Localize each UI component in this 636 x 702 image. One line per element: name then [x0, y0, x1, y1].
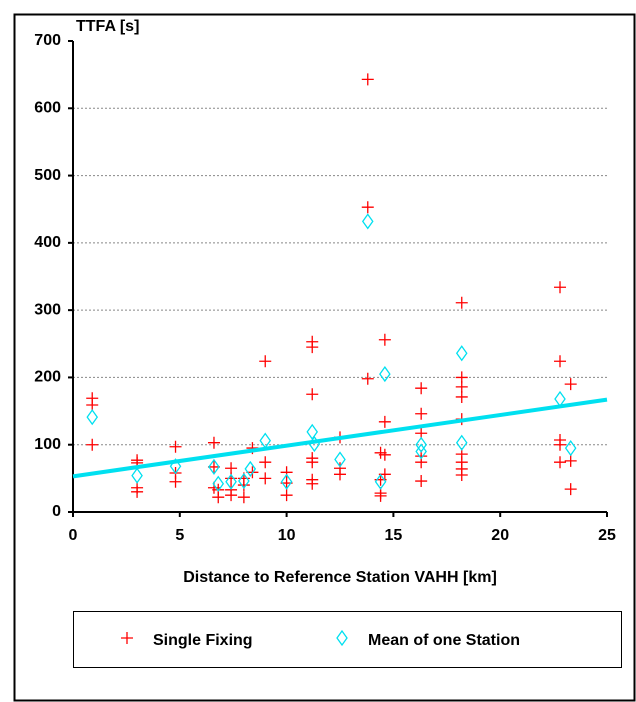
point: [564, 454, 577, 467]
point: [259, 456, 272, 469]
point: [564, 483, 577, 496]
point: [455, 296, 468, 309]
point: [379, 365, 391, 383]
point: [225, 462, 238, 475]
y-tick-label: 600: [34, 100, 61, 117]
x-tick-label: 10: [278, 527, 296, 544]
point: [208, 458, 220, 476]
point: [306, 477, 319, 490]
point: [306, 388, 319, 401]
point: [86, 409, 99, 426]
legend-marker: [336, 629, 348, 647]
point: [334, 451, 346, 468]
point: [564, 439, 577, 457]
point: [374, 489, 387, 502]
point: [378, 333, 391, 346]
y-tick-label: 0: [52, 503, 61, 520]
x-tick-label: 15: [385, 527, 403, 544]
y-tick-label: 300: [34, 301, 61, 318]
point: [306, 423, 319, 441]
y-tick-label: 100: [34, 436, 61, 453]
x-tick-label: 20: [491, 527, 509, 544]
point: [169, 440, 182, 453]
point: [259, 355, 272, 368]
legend-box: [73, 611, 622, 668]
x-axis-label: Distance to Reference Station VAHH [km]: [183, 569, 497, 586]
point: [244, 460, 257, 478]
point: [306, 456, 319, 469]
trend-line: [72, 397, 608, 479]
point: [455, 380, 468, 393]
point: [259, 472, 272, 485]
point: [564, 378, 577, 391]
y-tick-label: 400: [34, 234, 61, 251]
point: [280, 473, 293, 490]
point: [415, 475, 428, 488]
point: [238, 472, 250, 490]
point: [212, 475, 225, 492]
y-tick-label: 200: [34, 369, 61, 386]
x-tick-label: 25: [598, 527, 616, 544]
y-tick-label: 500: [34, 167, 61, 184]
point: [280, 489, 293, 502]
x-tick-label: 0: [69, 527, 78, 544]
point: [361, 73, 374, 86]
y-tick-label: 700: [34, 32, 61, 49]
point: [361, 372, 374, 385]
point: [86, 438, 99, 451]
point: [415, 443, 427, 460]
point: [131, 485, 144, 498]
point: [207, 460, 220, 473]
point: [131, 467, 143, 484]
frame: [13, 13, 636, 702]
point: [415, 436, 427, 453]
point: [415, 407, 428, 420]
point: [554, 438, 567, 451]
point: [306, 341, 319, 354]
point: [374, 473, 387, 490]
point: [259, 432, 272, 449]
point: [207, 436, 220, 449]
point: [455, 390, 468, 403]
point: [455, 468, 468, 481]
y-axis-label: TTFA [s]: [76, 18, 139, 35]
point: [225, 473, 237, 490]
point: [378, 415, 391, 428]
point: [212, 491, 225, 504]
legend-label: Mean of one Station: [368, 632, 520, 649]
point: [361, 213, 374, 230]
x-tick-label: 5: [175, 527, 184, 544]
point: [334, 468, 346, 481]
point: [455, 345, 468, 362]
point: [237, 491, 250, 504]
legend-label: Single Fixing: [153, 632, 253, 649]
point: [361, 201, 374, 214]
point: [378, 448, 391, 461]
point: [225, 489, 238, 502]
point: [415, 382, 428, 395]
point: [554, 355, 567, 368]
legend-marker: [121, 632, 133, 644]
point: [169, 475, 182, 488]
point: [455, 434, 468, 451]
point: [280, 466, 293, 479]
point: [554, 281, 567, 294]
point: [554, 456, 567, 469]
